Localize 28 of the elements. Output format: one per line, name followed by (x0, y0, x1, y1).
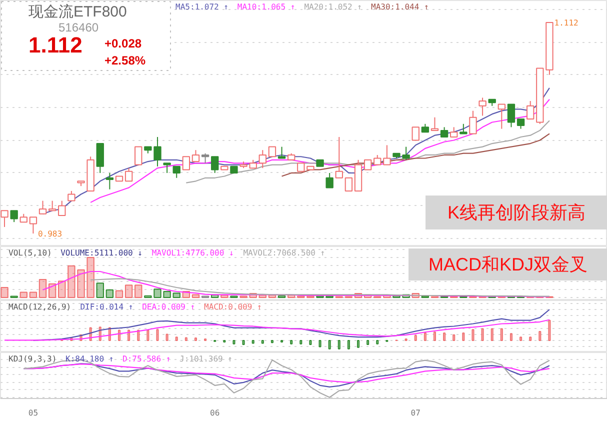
text: MAVOL2:7068.500 ↑ (243, 248, 326, 258)
annotation: K线再创阶段新高 (447, 202, 586, 222)
text: MACD:0.009 ↑ (204, 302, 262, 312)
chart-title: VOL(5,10) (8, 248, 52, 258)
text: MA20:1.052 ↑ (304, 2, 362, 12)
annotation: 0.983 (38, 230, 62, 239)
chart-title: MACD(12,26,9) (8, 302, 72, 312)
text: MA5:1.072 ↑ (176, 2, 228, 12)
x-tick-label: 07 (410, 408, 421, 418)
text: MAVOL1:4776.000 ↓ (152, 248, 234, 258)
series-label: VOLUME:5111.000 ↓ (60, 248, 142, 258)
series-label: DIF:0.014 ↑ (80, 302, 134, 312)
series-label: D:75.586 ↑ (122, 354, 171, 364)
text: MA30:1.044 ↑ (371, 2, 429, 12)
annotation: +2.58% (104, 54, 146, 68)
chart-subtitle: 516460 (58, 20, 99, 34)
chart-title: 现金流ETF800 (28, 4, 127, 20)
text: MA10:1.065 ↑ (237, 2, 296, 12)
annotation: +0.028 (104, 36, 142, 50)
x-tick-label: 06 (210, 408, 220, 418)
x-tick-label: 05 (28, 408, 38, 418)
annotation: 1.112 (554, 18, 579, 28)
chart-title: KDJ(9,3,3) (8, 354, 57, 364)
series-label: K:84.180 ↑ (66, 354, 114, 364)
annotation: MACD和KDJ双金叉 (428, 254, 588, 274)
series-label: J:101.369 ↑ (180, 354, 232, 364)
series-label: DEA:0.009 ↑ (142, 302, 196, 312)
annotation: 1.112 (28, 32, 82, 58)
